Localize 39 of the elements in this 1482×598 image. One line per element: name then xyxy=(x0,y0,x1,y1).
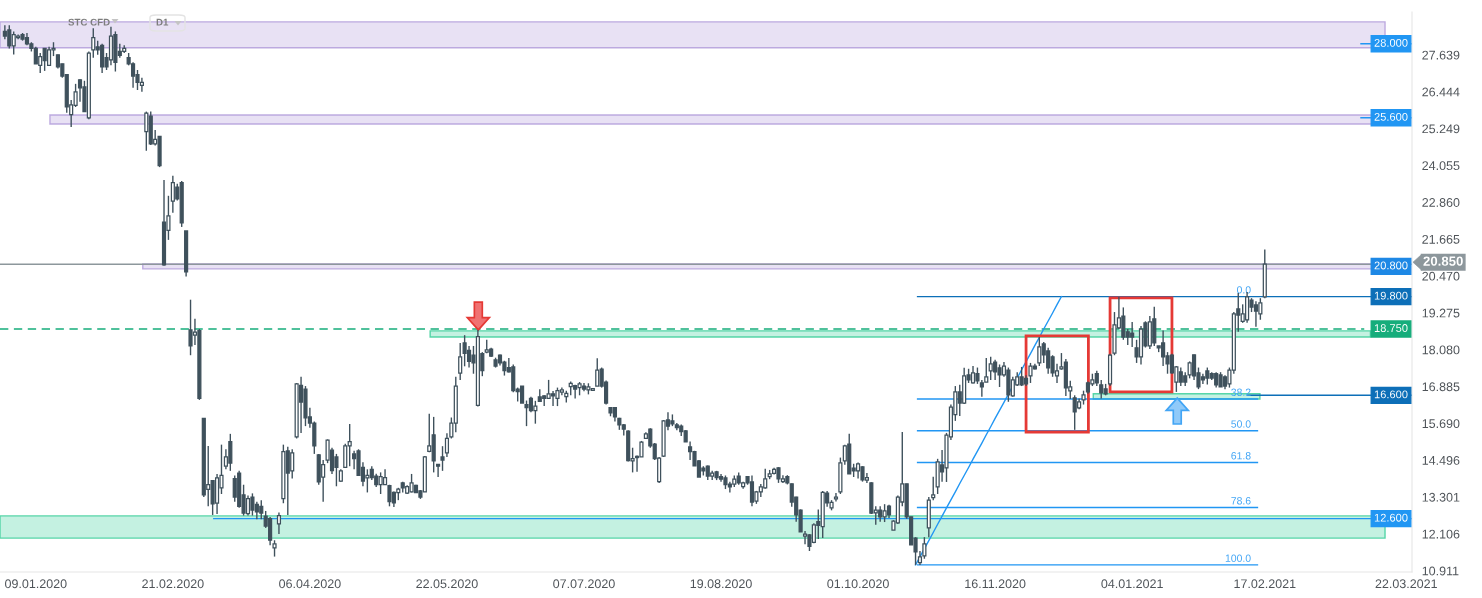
y-tick-label: 27.639 xyxy=(1422,50,1460,60)
annotation: 78.6 xyxy=(1231,497,1251,505)
x-tick-label: 22.05.2020 xyxy=(416,579,478,589)
band-label: 20.800 xyxy=(1374,261,1408,270)
y-tick-label: 21.665 xyxy=(1422,234,1460,244)
ref-line-label: 19.800 xyxy=(1374,291,1408,300)
y-tick-label: 16.885 xyxy=(1422,382,1460,392)
ref-line-label: 12.600 xyxy=(1374,513,1408,522)
y-tick-label: 25.249 xyxy=(1422,124,1460,134)
y-tick-label: 14.496 xyxy=(1422,455,1460,465)
annotation: D1 xyxy=(156,18,169,26)
y-tick-label: 20.470 xyxy=(1422,271,1460,281)
x-tick-label: 22.03.2021 xyxy=(1375,579,1437,589)
annotation: 50.0 xyxy=(1231,420,1251,428)
y-tick-label: 22.860 xyxy=(1422,198,1460,207)
ref-line-label: 16.600 xyxy=(1374,390,1408,399)
annotation: 61.8 xyxy=(1231,452,1251,460)
x-tick-label: 21.02.2020 xyxy=(142,579,204,589)
annotation: 100.0 xyxy=(1225,554,1251,562)
x-tick-label: 01.10.2020 xyxy=(827,579,889,589)
y-tick-label: 24.055 xyxy=(1422,161,1460,171)
annotation: 0.0 xyxy=(1237,286,1251,294)
x-tick-label: 09.01.2020 xyxy=(5,579,67,589)
y-tick-label: 15.690 xyxy=(1422,419,1460,429)
x-tick-label: 04.01.2021 xyxy=(1101,579,1163,589)
ref-line-label: 18.750 xyxy=(1374,324,1408,332)
y-tick-label: 18.080 xyxy=(1422,345,1460,355)
y-tick-label: 19.275 xyxy=(1422,308,1460,318)
x-tick-label: 17.02.2021 xyxy=(1234,579,1296,589)
y-tick-label: 12.106 xyxy=(1422,529,1460,539)
x-tick-label: 16.11.2020 xyxy=(965,579,1026,589)
annotation: STC CFD xyxy=(68,18,110,26)
x-tick-label: 06.04.2020 xyxy=(279,579,341,589)
y-tick-label: 26.444 xyxy=(1422,87,1460,97)
y-tick-label: 13.301 xyxy=(1422,492,1460,502)
x-tick-label: 19.08.2020 xyxy=(690,579,752,589)
ref-line-label: 20.850 xyxy=(1423,256,1463,266)
x-tick-label: 07.07.2020 xyxy=(553,579,615,589)
y-tick-label: 10.911 xyxy=(1422,566,1459,576)
